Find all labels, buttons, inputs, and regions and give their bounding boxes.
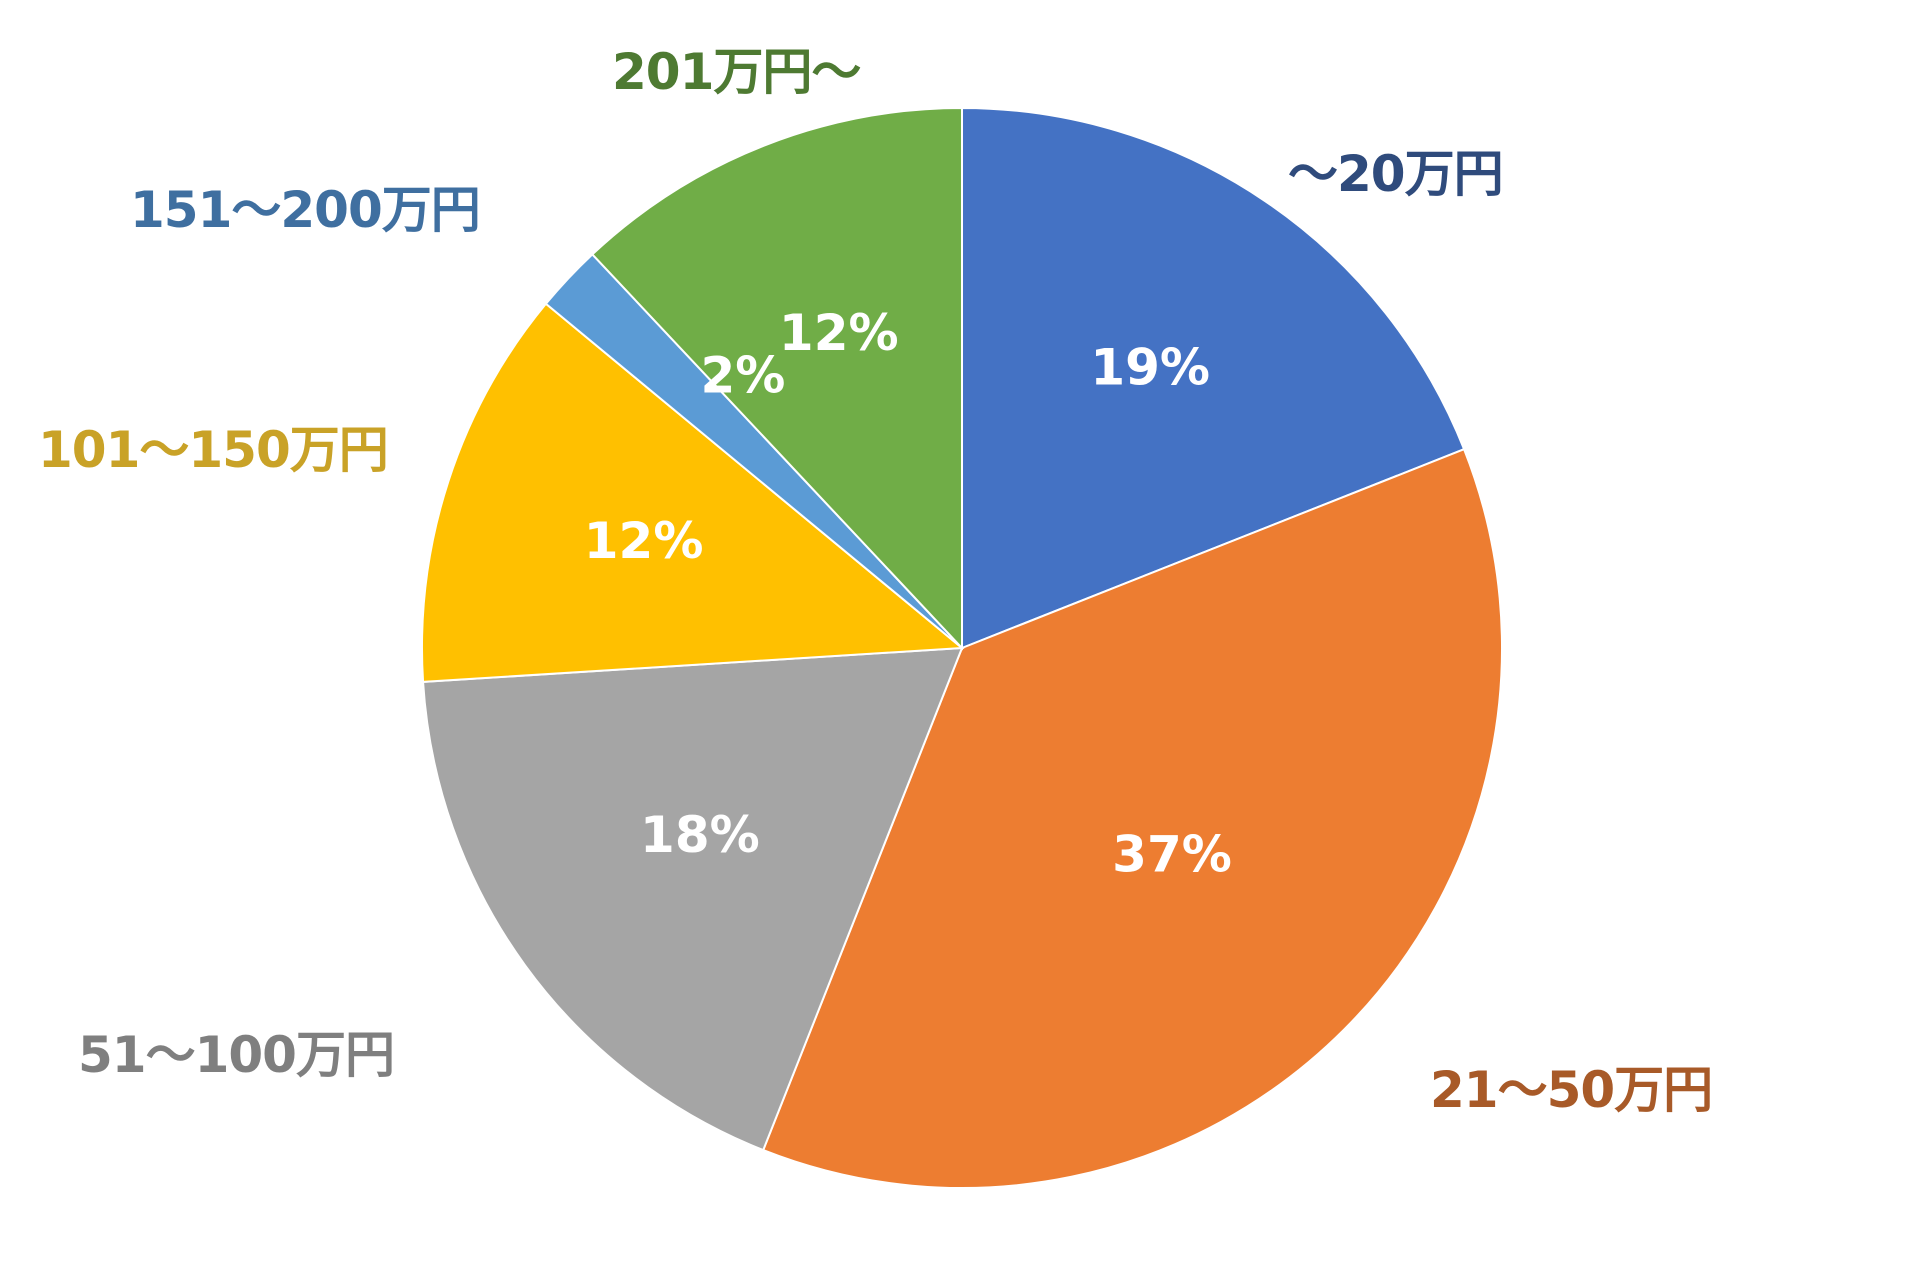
- pct-label-51-100: 18%: [640, 806, 760, 864]
- pie-slices: [421, 106, 1503, 1189]
- pie-slice: [761, 447, 1503, 1189]
- category-label-151-200: 151～200万円: [130, 181, 481, 239]
- category-label-51-100: 51～100万円: [78, 1026, 395, 1084]
- category-label-0-20: ～20万円: [1288, 145, 1504, 203]
- category-label-21-50: 21～50万円: [1430, 1061, 1713, 1119]
- pct-label-101-150: 12%: [584, 512, 704, 570]
- pie-slice: [421, 302, 965, 683]
- pie-slice: [961, 106, 1466, 650]
- pct-label-151-200: 2%: [700, 346, 785, 404]
- category-label-101-150: 101～150万円: [38, 421, 389, 479]
- pie-slice: [422, 646, 964, 1152]
- percentage-labels: 19% 37% 18% 12% 2% 12%: [584, 304, 1232, 883]
- pct-label-201-plus: 12%: [779, 304, 899, 362]
- pct-label-21-50: 37%: [1112, 826, 1232, 884]
- pct-label-0-20: 19%: [1090, 339, 1210, 397]
- pie-slice: [590, 106, 963, 651]
- category-label-201-plus: 201万円～: [612, 43, 861, 101]
